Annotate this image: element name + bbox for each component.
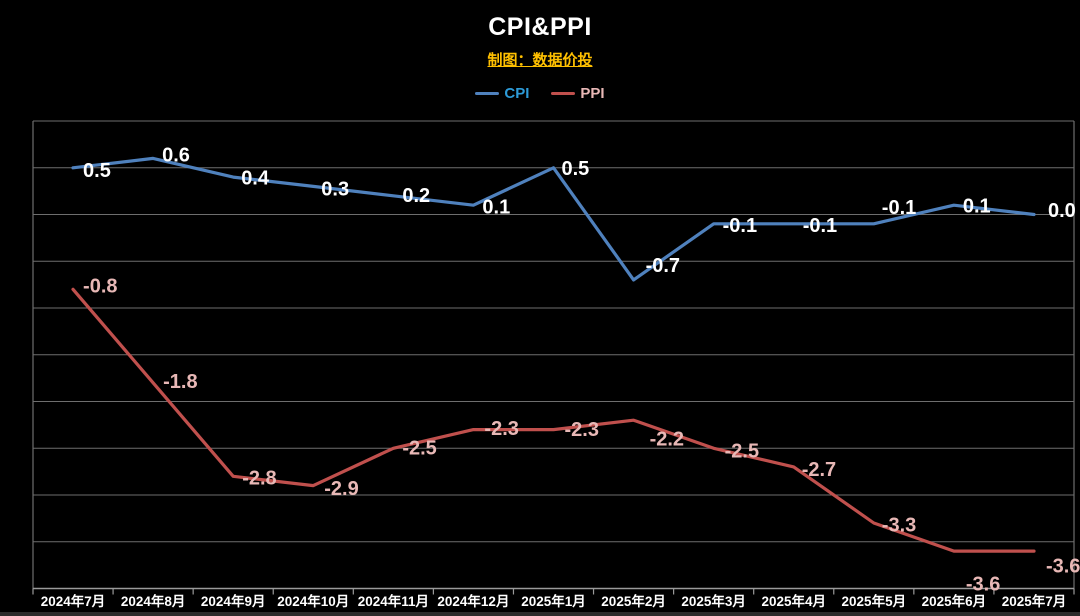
legend-label-ppi: PPI — [580, 85, 605, 102]
cpi-data-label: 0.6 — [162, 145, 190, 167]
x-axis-label: 2025年6月 — [922, 593, 987, 609]
cpi-data-label: 0.5 — [562, 158, 590, 180]
chart-legend: CPI PPI — [0, 85, 1080, 102]
cpi-data-label: -0.1 — [882, 197, 916, 219]
ppi-data-label: -3.3 — [882, 514, 916, 536]
cpi-data-label: 0.5 — [83, 160, 111, 182]
cpi-data-label: 0.3 — [321, 179, 349, 201]
x-axis-label: 2025年2月 — [601, 593, 666, 609]
ppi-data-label: -2.3 — [484, 418, 518, 440]
ppi-data-label: -2.2 — [650, 428, 684, 450]
ppi-data-label: -2.7 — [802, 459, 836, 481]
ppi-data-label: -1.8 — [163, 371, 197, 393]
cpi-data-label: -0.7 — [646, 255, 680, 277]
x-axis-label: 2024年11月 — [358, 593, 429, 609]
cpi-data-label: 0.0 — [1048, 200, 1076, 222]
x-axis-label: 2024年10月 — [277, 593, 349, 609]
x-axis-label: 2025年1月 — [521, 593, 586, 609]
x-axis-label: 2024年8月 — [121, 593, 186, 609]
ppi-data-label: -3.6 — [1046, 555, 1080, 577]
cpi-data-label: 0.1 — [482, 196, 510, 218]
cpi-data-label: -0.1 — [803, 215, 837, 237]
x-axis-label: 2025年5月 — [842, 593, 907, 609]
x-axis-label: 2024年7月 — [41, 593, 106, 609]
ppi-line — [71, 287, 1036, 553]
ppi-data-label: -0.8 — [83, 276, 117, 298]
cpi-data-label: -0.1 — [723, 215, 757, 237]
legend-item-cpi: CPI — [475, 85, 529, 102]
legend-label-cpi: CPI — [504, 85, 530, 102]
chart-subtitle: 制图：数据价投 — [487, 52, 593, 69]
cpi-line-swatch-icon — [475, 92, 500, 95]
legend-item-ppi: PPI — [551, 85, 605, 102]
x-axis-label: 2024年9月 — [201, 593, 266, 609]
cpi-data-label: 0.1 — [963, 195, 991, 217]
ppi-data-label: -2.9 — [324, 478, 358, 500]
cpi-data-label: 0.4 — [241, 167, 270, 189]
x-axis-label: 2025年3月 — [681, 593, 746, 609]
ppi-data-label: -3.6 — [966, 573, 1000, 595]
ppi-data-label: -2.5 — [725, 441, 759, 463]
bottom-edge-strip — [0, 612, 1080, 616]
chart-title: CPI&PPI — [488, 13, 592, 41]
x-axis-label: 2025年4月 — [761, 593, 826, 609]
ppi-data-label: -2.3 — [565, 419, 599, 441]
ppi-line-swatch-icon — [551, 92, 576, 95]
cpi-data-label: 0.2 — [402, 185, 430, 207]
ppi-data-label: -2.8 — [242, 468, 276, 490]
x-axis-label: 2025年7月 — [1002, 593, 1067, 609]
ppi-data-label: -2.5 — [402, 438, 436, 460]
x-axis-label: 2024年12月 — [437, 593, 509, 609]
cpi-line — [71, 156, 1036, 282]
